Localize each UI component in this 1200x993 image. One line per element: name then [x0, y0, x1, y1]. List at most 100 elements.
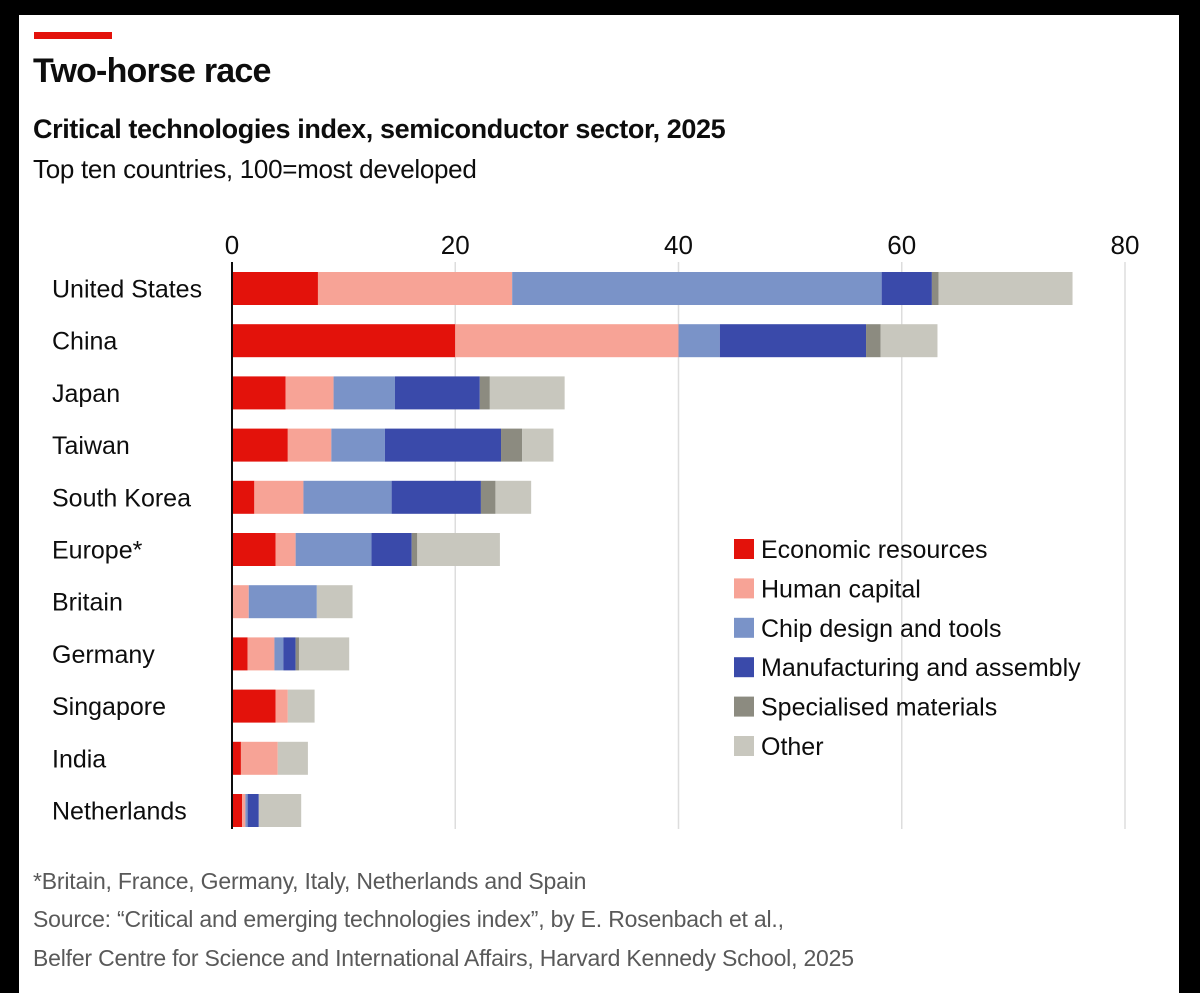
legend-item: Other [734, 733, 824, 761]
bar-segment [232, 741, 241, 775]
category-label: Japan [52, 380, 120, 408]
bar-segment [411, 533, 418, 566]
bar-segment [480, 480, 496, 514]
bar-segment [489, 376, 565, 410]
bar-segment [295, 533, 372, 566]
bar-segment [287, 689, 315, 723]
legend-item: Chip design and tools [734, 615, 1001, 643]
bar-segment [938, 272, 1073, 305]
bar-group [232, 480, 532, 514]
bar-segment [232, 637, 248, 671]
x-tick-label: 40 [664, 230, 693, 260]
bar-segment [479, 376, 490, 410]
bar-group [232, 533, 500, 566]
bar-segment [245, 794, 248, 827]
category-label: Britain [52, 589, 123, 617]
category-label: Singapore [52, 693, 166, 721]
bar-segment [331, 428, 385, 462]
chart-title: Two-horse race [33, 52, 271, 90]
bar-segment [384, 428, 502, 462]
bar-segment [881, 272, 932, 305]
category-label: South Korea [52, 484, 191, 512]
bar-segment [391, 480, 481, 514]
bar-segment [298, 637, 350, 671]
footnote: *Britain, France, Germany, Italy, Nether… [33, 868, 587, 894]
bar-segment [394, 376, 480, 410]
bar-segment [232, 480, 255, 514]
bar-group [232, 376, 565, 410]
bar-segment [233, 585, 249, 619]
legend-swatch [734, 657, 754, 678]
bar-group [232, 428, 554, 462]
bar-segment [258, 794, 302, 827]
legend-label: Chip design and tools [761, 615, 1001, 643]
category-label: Europe* [52, 537, 143, 565]
legend-label: Other [761, 733, 824, 761]
bar-segment [232, 689, 276, 723]
legend-label: Manufacturing and assembly [761, 654, 1081, 682]
bar-group [232, 689, 315, 723]
bar-segment [931, 272, 939, 305]
bar-segment [248, 585, 317, 619]
source-line-1: Source: “Critical and emerging technolog… [33, 906, 784, 932]
legend-label: Specialised materials [761, 694, 997, 722]
bar-segment [333, 376, 395, 410]
category-label: Taiwan [52, 432, 130, 460]
category-label: Germany [52, 641, 155, 669]
bar-segment [285, 376, 334, 410]
legend: Economic resources Human capital Chip desi… [734, 536, 1081, 761]
bar-segment [240, 741, 278, 775]
x-tick-label: 20 [441, 230, 470, 260]
bar-segment [719, 324, 867, 358]
bar-segment [254, 480, 304, 514]
bar-segment [880, 324, 938, 358]
chart-card [19, 15, 1179, 993]
bar-group [232, 637, 350, 671]
legend-label: Economic resources [761, 536, 987, 564]
bar-segment [495, 480, 532, 514]
bar-group [232, 324, 938, 358]
legend-swatch [734, 696, 754, 717]
bars [232, 272, 1073, 827]
legend-item: Economic resources [734, 536, 987, 564]
accent-bar [34, 32, 112, 39]
bar-segment [501, 428, 523, 462]
bar-group [232, 741, 308, 775]
x-axis-ticks: 0 20 40 60 80 [225, 230, 1140, 260]
legend-item: Manufacturing and assembly [734, 654, 1081, 682]
bar-segment [232, 272, 318, 305]
bar-segment [317, 272, 513, 305]
category-labels: United States China Japan Taiwan South Korea… [52, 276, 202, 826]
bar-segment [283, 637, 296, 671]
chart-description: Top ten countries, 100=most developed [33, 154, 477, 184]
x-tick-label: 80 [1111, 230, 1140, 260]
bar-segment [287, 428, 332, 462]
legend-label: Human capital [761, 575, 921, 603]
bar-segment [522, 428, 554, 462]
category-label: China [52, 328, 117, 356]
chart-subtitle: Critical technologies index, semiconduct… [33, 114, 726, 144]
x-tick-label: 0 [225, 230, 239, 260]
bar-segment [232, 428, 288, 462]
bar-segment [303, 480, 392, 514]
legend-item: Specialised materials [734, 694, 997, 722]
bar-segment [232, 533, 276, 566]
legend-item: Human capital [734, 575, 921, 603]
bar-segment [247, 637, 275, 671]
bar-segment [417, 533, 500, 566]
legend-swatch [734, 578, 754, 599]
legend-swatch [734, 539, 754, 559]
bar-segment [316, 585, 353, 619]
source-line-2: Belfer Centre for Science and Internatio… [33, 945, 854, 971]
bar-segment [232, 324, 456, 358]
bar-segment [232, 794, 243, 827]
legend-swatch [734, 736, 754, 756]
legend-swatch [734, 617, 754, 638]
bar-segment [866, 324, 881, 358]
bar-segment [275, 689, 288, 723]
bar-segment [274, 637, 284, 671]
bar-segment [678, 324, 720, 358]
bar-segment [295, 637, 299, 671]
bar-segment [232, 376, 286, 410]
